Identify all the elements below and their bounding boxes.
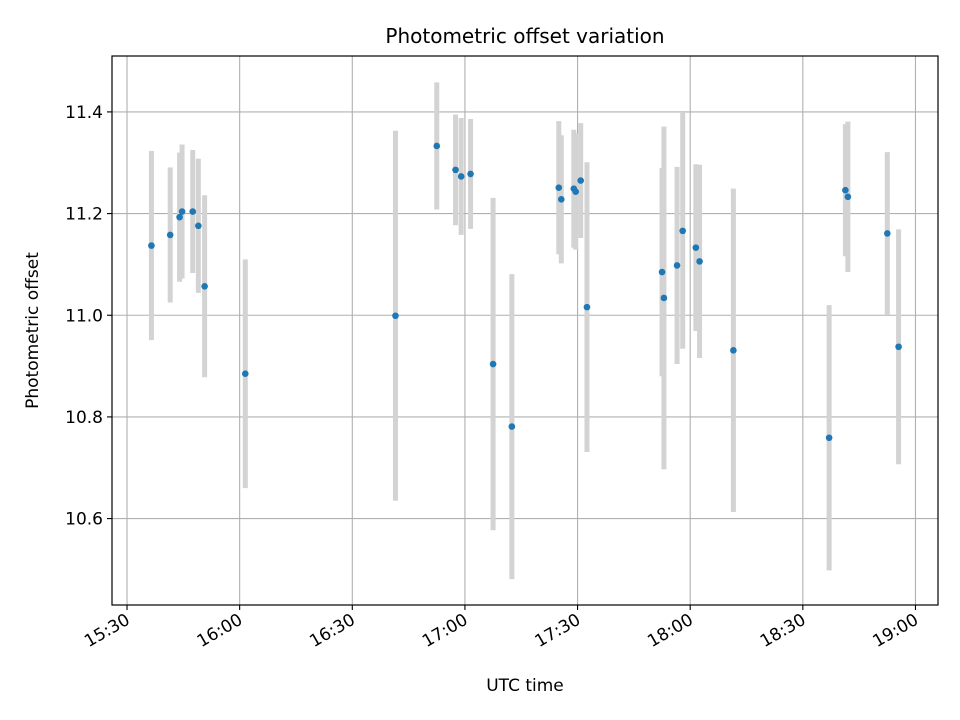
data-point	[673, 262, 681, 269]
y-axis-ticks: 10.6 10.8 11.0 11.2 11.4	[65, 103, 112, 530]
data-point	[884, 230, 891, 237]
data-point	[825, 434, 833, 442]
data-point	[392, 312, 399, 320]
y-tick-label: 10.6	[65, 510, 103, 530]
data-point	[189, 208, 197, 215]
data-point	[176, 213, 183, 221]
grid	[112, 56, 938, 605]
data-point	[557, 196, 565, 203]
x-tick-label: 18:00	[644, 610, 696, 652]
data-point	[679, 227, 686, 235]
chart-title: Photometric offset variation	[385, 24, 664, 48]
plot-frame	[111, 55, 939, 606]
data-point	[895, 343, 902, 351]
y-axis-label: Photometric offset	[23, 252, 43, 409]
data-point	[658, 268, 666, 276]
data-point	[577, 177, 584, 184]
data-point	[508, 423, 516, 430]
x-tick-label: 15:30	[81, 610, 133, 652]
data-points	[148, 142, 902, 442]
data-point	[178, 208, 186, 215]
data-point	[844, 193, 852, 201]
data-point	[730, 347, 737, 354]
x-tick-label: 16:00	[194, 610, 246, 652]
data-point	[452, 166, 459, 174]
data-point	[433, 142, 441, 150]
data-point	[842, 186, 849, 194]
error-bars	[148, 82, 902, 580]
data-point	[467, 170, 474, 178]
x-tick-label: 17:30	[532, 610, 584, 652]
x-tick-label: 19:00	[870, 610, 922, 652]
y-tick-label: 11.4	[65, 103, 103, 123]
x-axis-label: UTC time	[486, 676, 564, 696]
data-point	[148, 242, 155, 249]
x-axis-ticks: 15:30 16:00 16:30 17:00 17:30 18:00 18:30 19:00	[81, 605, 922, 652]
data-point	[201, 282, 208, 290]
data-point	[166, 231, 174, 239]
data-point	[692, 244, 700, 251]
x-tick-label: 16:30	[306, 610, 358, 652]
y-tick-label: 11.2	[65, 205, 103, 225]
data-point	[660, 294, 668, 302]
x-tick-label: 17:00	[419, 610, 471, 652]
data-point	[195, 222, 202, 230]
data-point	[489, 360, 497, 368]
data-point	[572, 188, 579, 196]
data-point	[555, 184, 563, 191]
x-tick-label: 18:30	[757, 610, 809, 652]
data-point	[696, 258, 703, 265]
y-tick-label: 10.8	[65, 408, 103, 428]
data-point	[583, 303, 591, 311]
data-point	[457, 173, 465, 180]
data-point	[241, 370, 249, 378]
y-tick-label: 11.0	[65, 306, 103, 326]
